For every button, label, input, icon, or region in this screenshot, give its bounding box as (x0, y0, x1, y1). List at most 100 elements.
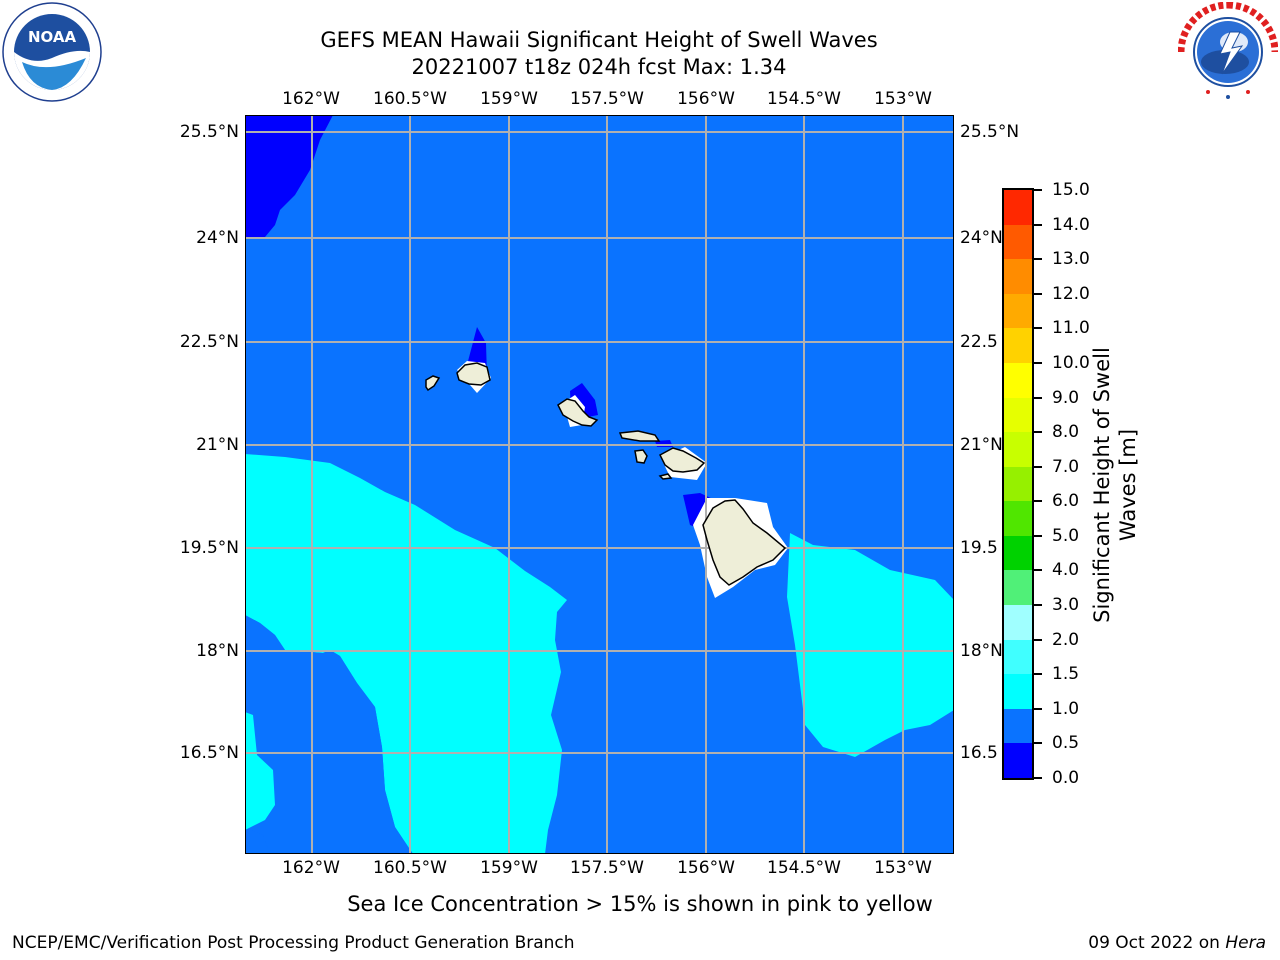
lat-tick-left: 21°N (196, 435, 239, 455)
colorbar-tick-mark (1034, 431, 1042, 434)
colorbar-tick-mark (1034, 361, 1042, 364)
island-kahoolawe (658, 473, 673, 480)
lon-tick-bottom: 162°W (282, 858, 340, 878)
lat-tick-left: 18°N (196, 641, 239, 661)
cyan-region-west-edge (245, 712, 275, 830)
lat-tick-left: 24°N (196, 228, 239, 248)
colorbar-segment (1004, 293, 1032, 329)
colorbar-tick-label: 0.5 (1052, 733, 1080, 754)
chart-title-line2: 20221007 t18z 024h fcst Max: 1.34 (411, 55, 787, 79)
colorbar-segment (1004, 327, 1032, 363)
lon-tick-top: 159°W (480, 89, 538, 109)
colorbar-segment (1004, 224, 1032, 260)
colorbar-segment (1004, 604, 1032, 640)
lat-tick-left: 25.5°N (179, 122, 239, 142)
colorbar-tick-mark (1034, 534, 1042, 537)
lon-tick-bottom: 160.5°W (373, 858, 447, 878)
lon-tick-top: 160.5°W (373, 89, 447, 109)
lat-tick-right: 19.5 (960, 538, 998, 558)
lat-tick-left: 16.5°N (179, 743, 239, 763)
chart-title-line1: GEFS MEAN Hawaii Significant Height of S… (320, 28, 878, 52)
colorbar-tick-label: 9.0 (1052, 387, 1080, 408)
lon-tick-top: 162°W (282, 89, 340, 109)
noaa-logo-icon: NOAA (2, 2, 102, 102)
lon-tick-top: 154.5°W (767, 89, 841, 109)
hawaiian-islands (425, 362, 787, 586)
colorbar-segment (1004, 431, 1032, 467)
colorbar-tick-label: 15.0 (1052, 180, 1090, 200)
island-maui (659, 447, 706, 473)
footer-date: 09 Oct 2022 on Hera (1088, 932, 1266, 954)
footer-date-text: 09 Oct 2022 on (1088, 933, 1226, 953)
colorbar-segment (1004, 639, 1032, 675)
colorbar-tick-mark (1034, 327, 1042, 330)
colorbar-tick-mark (1034, 604, 1042, 607)
colorbar-segment (1004, 535, 1032, 571)
colorbar-tick-label: 8.0 (1052, 422, 1080, 443)
colorbar-segment (1004, 466, 1032, 502)
colorbar-tick-label: 10.0 (1052, 352, 1090, 373)
lat-tick-right: 21°N (960, 435, 1003, 455)
colorbar-tick-mark (1034, 292, 1042, 295)
lon-tick-top: 153°W (874, 89, 932, 109)
island-hawaii (702, 499, 787, 586)
colorbar-tick-mark (1034, 569, 1042, 572)
island-lanai (634, 449, 648, 464)
colorbar-segment (1004, 708, 1032, 744)
lon-tick-top: 157.5°W (570, 89, 644, 109)
colorbar-tick-label: 3.0 (1052, 595, 1080, 616)
lat-tick-right: 22.5 (960, 332, 998, 352)
colorbar-segment (1004, 397, 1032, 433)
colorbar-tick-mark (1034, 258, 1042, 261)
sea-ice-caption: Sea Ice Concentration > 15% is shown in … (347, 892, 933, 916)
ocean-pocket-southwest (245, 615, 413, 854)
colorbar-tick-label: 6.0 (1052, 491, 1080, 512)
colorbar-segment (1004, 742, 1032, 778)
colorbar-tick-label: 14.0 (1052, 214, 1090, 235)
colorbar-tick-mark (1034, 638, 1042, 641)
colorbar-tick-label: 1.5 (1052, 664, 1080, 685)
colorbar-segment (1004, 500, 1032, 536)
colorbar-segment (1004, 258, 1032, 294)
lat-tick-right: 18°N (960, 641, 1003, 661)
lon-tick-bottom: 159°W (480, 858, 538, 878)
island-molokai (618, 430, 661, 442)
lat-tick-left: 19.5°N (179, 538, 239, 558)
colorbar-tick-label: 2.0 (1052, 629, 1080, 650)
colorbar-tick-label: 11.0 (1052, 318, 1090, 339)
swell-height-map (244, 114, 955, 855)
lat-tick-right: 25.5°N (960, 122, 1020, 142)
footer-host: Hera (1225, 933, 1266, 953)
nws-logo-icon (1177, 1, 1279, 101)
colorbar-segment (1004, 673, 1032, 709)
noaa-logo: NOAA (2, 2, 102, 102)
colorbar-tick-mark (1034, 707, 1042, 710)
lon-tick-bottom: 153°W (874, 858, 932, 878)
colorbar-tick-mark (1034, 223, 1042, 226)
lon-tick-bottom: 154.5°W (767, 858, 841, 878)
colorbar-tick-mark (1034, 742, 1042, 745)
island-niihau (425, 375, 441, 392)
colorbar-tick-label: 0.0 (1052, 768, 1080, 788)
lat-tick-right: 16.5 (960, 743, 998, 763)
colorbar-tick-label: 13.0 (1052, 249, 1090, 270)
colorbar-segments (1004, 189, 1032, 778)
lon-tick-bottom: 156°W (677, 858, 735, 878)
island-kauai (456, 362, 491, 386)
colorbar-segment (1004, 569, 1032, 606)
colorbar-segment (1004, 362, 1032, 398)
colorbar-tick-mark (1034, 396, 1042, 399)
island-oahu (557, 398, 599, 427)
colorbar-tick-label: 1.0 (1052, 698, 1080, 719)
colorbar-label: Significant Height of Swell Waves [m] (1090, 347, 1140, 623)
colorbar (1002, 188, 1034, 780)
cyan-region-southeast (787, 533, 954, 757)
colorbar-tick-mark (1034, 673, 1042, 676)
footer-branch: NCEP/EMC/Verification Post Processing Pr… (12, 933, 575, 953)
colorbar-tick-mark (1034, 189, 1042, 191)
colorbar-tick-mark (1034, 465, 1042, 468)
colorbar-tick-mark (1034, 500, 1042, 503)
lat-tick-right: 24°N (960, 228, 1003, 248)
colorbar-tick-mark (1034, 777, 1042, 779)
colorbar-tick-label: 5.0 (1052, 525, 1080, 546)
